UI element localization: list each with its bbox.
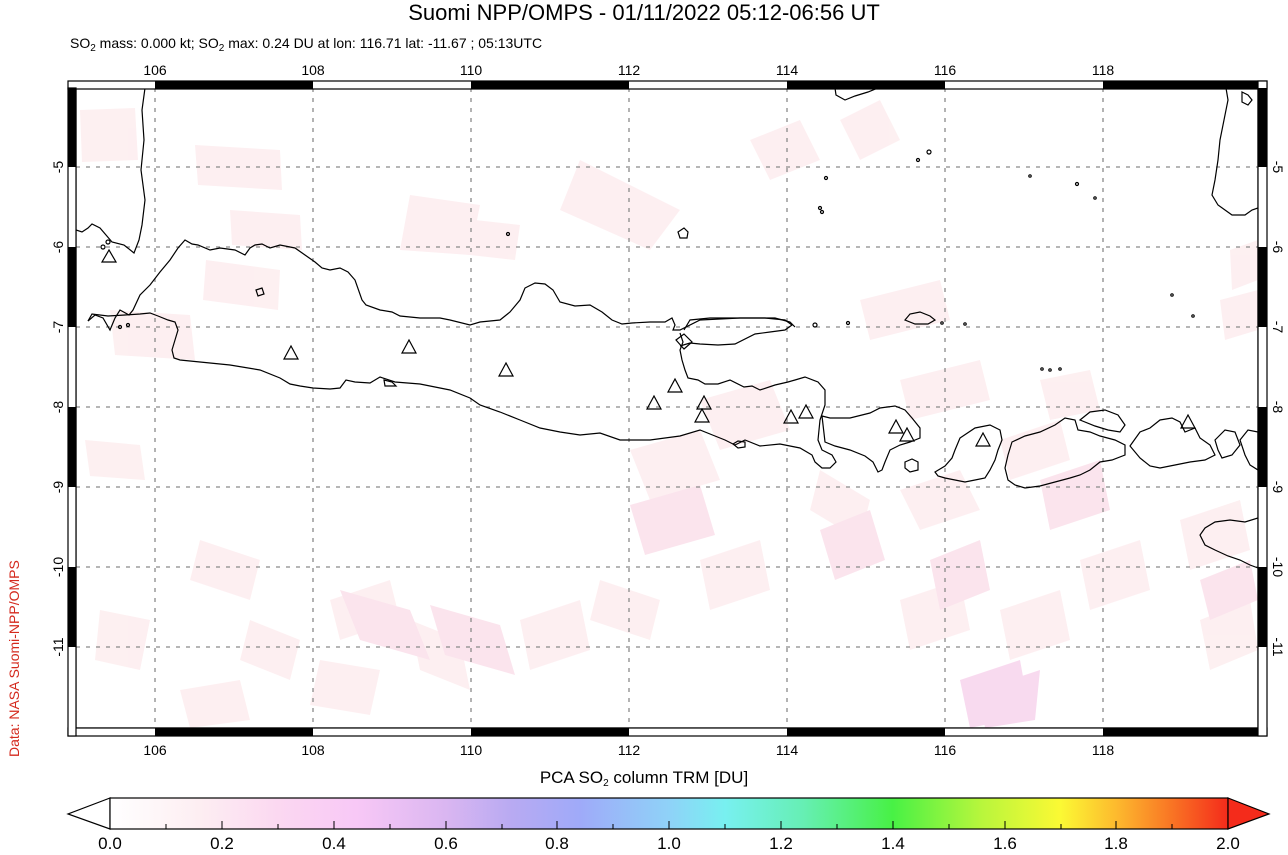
over-range-arrow (1227, 797, 1271, 830)
so2-label: SO (70, 35, 91, 51)
lon-tick-top: 106 (143, 62, 167, 78)
lat-tick-left: -9 (50, 480, 66, 494)
lon-tick-top: 110 (459, 62, 483, 78)
lat-tick-right: -5 (1270, 160, 1286, 174)
so2-mass: mass: 0.000 kt; (95, 35, 199, 51)
colorbar-label: 1.8 (1104, 834, 1128, 853)
lon-tick-top: 112 (617, 62, 641, 78)
subscript: 2 (90, 43, 96, 54)
lat-tick-right: -11 (1270, 637, 1286, 657)
lon-tick-bottom: 118 (1091, 742, 1115, 758)
lon-tick-bottom: 114 (775, 742, 799, 758)
lat-tick-right: -9 (1270, 480, 1286, 494)
colorbar-label: 0.2 (210, 834, 234, 853)
colorbar-label: 0.0 (98, 834, 122, 853)
map-title: Suomi NPP/OMPS - 01/11/2022 05:12-06:56 … (408, 0, 880, 25)
colorbar-label: 0.6 (434, 834, 458, 853)
colorbar-label: 0.4 (322, 834, 346, 853)
lat-tick-left: -7 (50, 320, 66, 334)
top-lon-scale-bar (67, 80, 1268, 90)
lon-tick-bottom: 106 (143, 742, 167, 758)
so2-pixels (80, 100, 1258, 728)
colorbar-label: 1.2 (769, 834, 793, 853)
so2-max: max: 0.24 DU at lon: 116.71 lat: -11.67 … (224, 35, 543, 51)
lat-tick-left: -8 (50, 400, 66, 414)
left-lat-scale-bar (67, 87, 77, 737)
lon-tick-bottom: 116 (933, 742, 957, 758)
colorbar-title-text: PCA SO (539, 768, 604, 787)
volcano-markers (100, 248, 1197, 447)
lon-tick-top: 118 (1091, 62, 1115, 78)
colorbar-label: 0.8 (545, 834, 569, 853)
so2-summary: SO2 mass: 0.000 kt; SO2 max: 0.24 DU at … (70, 35, 543, 54)
colorbar (66, 797, 1271, 830)
colorbar-label: 1.6 (993, 834, 1017, 853)
under-range-arrow (66, 797, 111, 830)
so2-label: SO (198, 35, 219, 51)
lat-tick-left: -11 (50, 637, 66, 657)
lat-tick-left: -5 (50, 160, 66, 174)
lat-tick-right: -8 (1270, 400, 1286, 414)
lon-tick-top: 108 (301, 62, 325, 78)
coastlines (76, 88, 1258, 569)
lon-tick-bottom: 108 (301, 742, 325, 758)
lat-tick-right: -10 (1270, 556, 1286, 578)
bottom-lon-scale-bar (67, 727, 1268, 737)
lat-tick-left: -10 (50, 556, 66, 578)
lat-tick-right: -6 (1270, 240, 1286, 254)
lon-tick-bottom: 112 (617, 742, 641, 758)
lon-tick-top: 114 (775, 62, 799, 78)
lon-tick-bottom: 110 (459, 742, 483, 758)
lon-tick-top: 116 (933, 62, 957, 78)
lat-tick-right: -7 (1270, 320, 1286, 334)
colorbar-label: 1.0 (657, 834, 681, 853)
right-lat-scale-bar (1257, 80, 1268, 737)
colorbar-label: 2.0 (1216, 834, 1240, 853)
lat-tick-left: -6 (50, 240, 66, 254)
subscript: 2 (603, 778, 609, 789)
colorbar-title: PCA SO2 column TRM [DU] (0, 768, 1288, 789)
subscript: 2 (218, 43, 225, 54)
colorbar-label: 1.4 (881, 834, 905, 853)
colorbar-title-text: column TRM [DU] (608, 768, 749, 787)
graticule (76, 88, 1258, 728)
